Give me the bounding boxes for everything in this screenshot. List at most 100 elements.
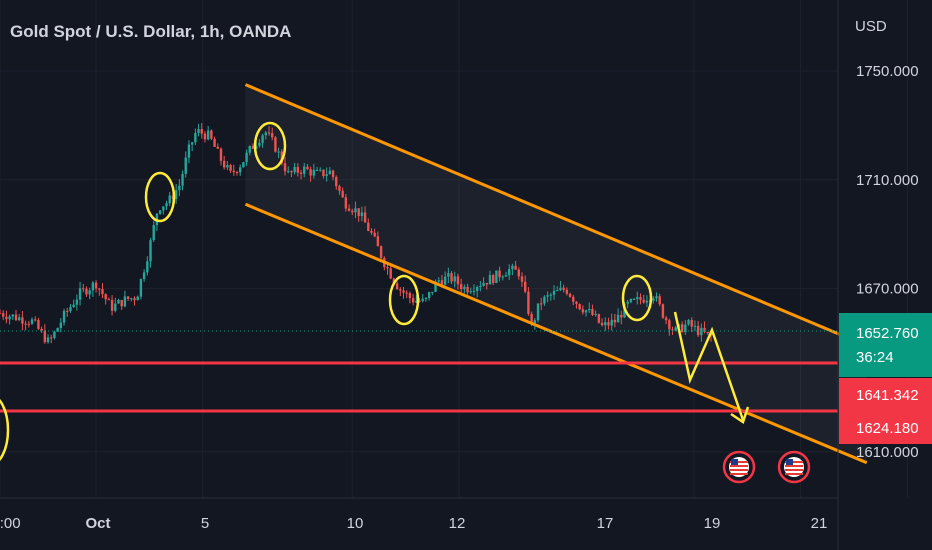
candle: [69, 304, 72, 313]
candle: [498, 266, 501, 282]
candle: [690, 317, 693, 333]
candle-body: [661, 304, 665, 318]
candle: [405, 290, 408, 299]
candle-body: [559, 287, 562, 291]
candle-body: [110, 299, 114, 311]
candle-body: [341, 190, 344, 198]
candle-body: [319, 169, 322, 171]
candle-body: [456, 276, 460, 285]
candle-body: [453, 276, 456, 282]
candle: [469, 287, 472, 294]
candle-body: [104, 294, 107, 300]
candle: [367, 218, 370, 232]
candle: [514, 260, 517, 270]
candle-body: [501, 276, 504, 278]
candle-body: [107, 299, 111, 301]
candle: [66, 307, 69, 317]
candle-body: [50, 337, 53, 339]
candle: [351, 208, 354, 216]
candle-body: [203, 133, 207, 140]
candle: [174, 183, 178, 204]
candle-body: [59, 322, 63, 328]
candle-body: [178, 185, 181, 191]
candle-body: [543, 296, 546, 304]
candle-body: [222, 160, 226, 168]
candle-body: [181, 173, 184, 186]
candle: [581, 305, 585, 315]
candle: [338, 184, 341, 195]
candle-body: [600, 322, 604, 326]
candle-body: [14, 314, 18, 321]
candle: [584, 309, 588, 317]
candle-body: [190, 142, 194, 145]
candle: [475, 285, 479, 298]
price-tick-label: 1610.000: [856, 444, 919, 461]
candle-body: [261, 135, 264, 143]
candle: [559, 280, 562, 291]
candle: [136, 295, 139, 301]
candle-body: [88, 290, 91, 295]
candle: [463, 284, 466, 294]
candle-body: [21, 317, 24, 324]
candle: [37, 317, 40, 330]
candle: [142, 269, 146, 282]
candle: [568, 292, 572, 298]
candle: [110, 295, 114, 316]
candle-body: [450, 273, 453, 282]
candle-body: [11, 314, 15, 317]
candle-body: [706, 332, 709, 334]
candle-body: [162, 206, 165, 211]
candle-body: [210, 130, 213, 139]
candle-body: [591, 308, 594, 316]
candle: [238, 164, 242, 176]
candle-body: [424, 297, 428, 299]
candle-body: [360, 212, 364, 217]
candle-body: [72, 304, 75, 308]
candle: [434, 279, 437, 293]
candle-body: [479, 285, 482, 288]
candle-body: [126, 296, 130, 300]
candle-body: [344, 197, 348, 209]
candle: [27, 320, 31, 328]
candle: [181, 170, 184, 191]
candle-body: [27, 323, 31, 325]
candle-body: [491, 275, 495, 283]
candle-body: [379, 246, 383, 258]
candle: [424, 297, 428, 302]
candle-body: [642, 299, 645, 303]
candle-body: [158, 210, 162, 214]
candle-body: [18, 317, 21, 321]
candle-body: [136, 296, 139, 301]
candle: [190, 141, 194, 152]
candle-body: [258, 142, 261, 146]
candle-body: [568, 293, 572, 297]
candle: [431, 291, 434, 296]
candle-body: [696, 325, 700, 336]
candle: [322, 169, 325, 179]
candle: [386, 263, 389, 275]
candle: [53, 330, 56, 340]
candle-body: [149, 240, 152, 262]
candle-body: [370, 230, 373, 233]
candle: [450, 271, 453, 285]
candle: [578, 303, 581, 311]
candle: [184, 151, 187, 178]
candle: [34, 316, 37, 322]
highlight-circle: [0, 398, 10, 462]
highlight-circle: [621, 274, 653, 322]
candle-body: [443, 276, 447, 285]
candle: [8, 314, 11, 325]
candle-body: [463, 286, 466, 290]
candle: [495, 270, 498, 284]
candle-body: [386, 266, 389, 269]
candle-body: [78, 288, 82, 300]
flag-stripe: [785, 461, 803, 463]
candle: [232, 164, 235, 176]
candle-body: [184, 157, 187, 174]
candle: [98, 287, 101, 296]
candle: [139, 278, 143, 300]
candle-body: [117, 299, 120, 304]
candle: [636, 291, 639, 305]
